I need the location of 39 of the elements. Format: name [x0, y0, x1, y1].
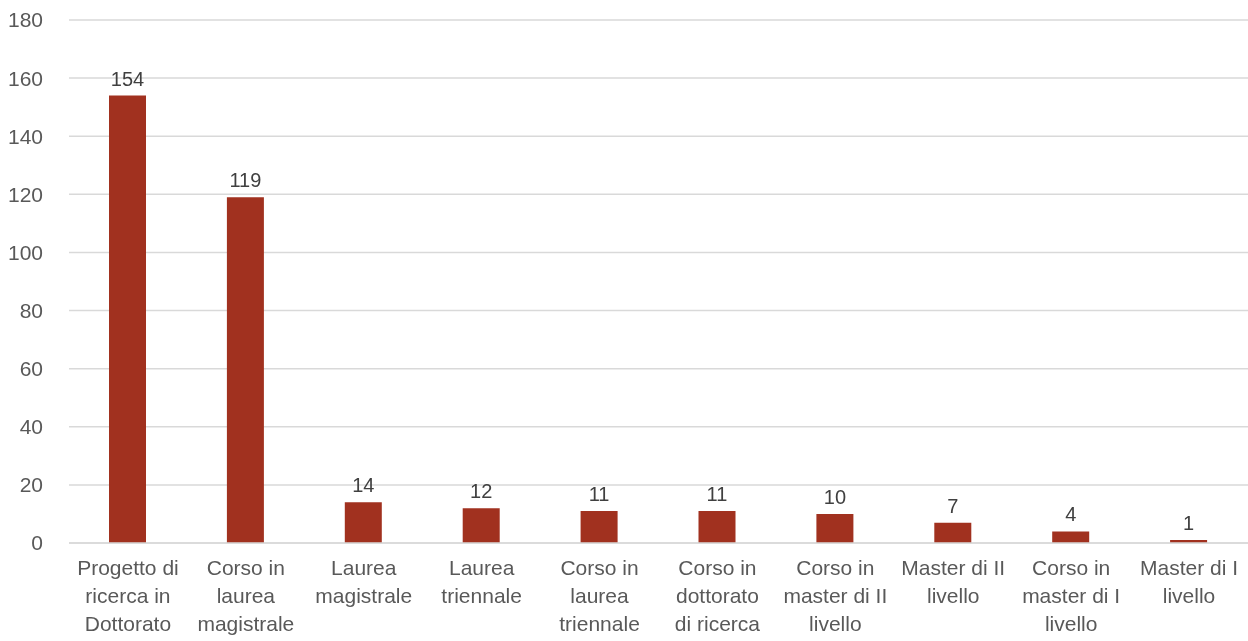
data-label: 4	[1065, 503, 1077, 526]
y-tick-label: 140	[7, 124, 43, 148]
data-label: 11	[588, 483, 610, 506]
bar	[934, 522, 972, 543]
data-label: 154	[110, 67, 145, 90]
bar	[462, 508, 500, 543]
x-tick-label: Corso in laurea magistrale	[197, 556, 295, 635]
bar	[226, 197, 264, 543]
x-tick-label: Progetto di ricerca in Dottorato	[77, 556, 179, 635]
bar	[816, 513, 854, 543]
x-tick-label: Master di II livello	[901, 556, 1006, 607]
x-tick-label: Corso in master di I livello	[1022, 556, 1121, 635]
data-label: 14	[352, 474, 375, 497]
bar	[698, 511, 736, 543]
bar	[1052, 531, 1090, 543]
y-tick-label: 160	[7, 66, 43, 90]
x-tick-label: Master di I livello	[1140, 556, 1239, 607]
y-tick-label: 120	[7, 182, 43, 206]
data-label: 1	[1183, 512, 1195, 535]
y-tick-label: 0	[31, 531, 43, 555]
data-label: 7	[947, 494, 959, 517]
data-label: 12	[470, 480, 493, 503]
data-label: 119	[229, 169, 262, 192]
y-tick-label: 40	[19, 415, 43, 439]
y-tick-label: 180	[7, 8, 43, 32]
data-label: 10	[823, 485, 847, 508]
x-tick-label: Corso in laurea triennale	[559, 556, 640, 635]
bar	[344, 502, 382, 543]
x-tick-label: Laurea magistrale	[315, 556, 413, 607]
data-label: 11	[706, 483, 728, 506]
x-tick-label: Laurea triennale	[441, 556, 522, 607]
y-tick-label: 100	[7, 240, 43, 264]
x-tick-label: Corso in dottorato di ricerca	[674, 556, 761, 635]
y-tick-label: 80	[19, 299, 43, 323]
y-tick-label: 60	[19, 357, 43, 381]
bar	[580, 511, 618, 543]
bar	[109, 95, 146, 543]
x-tick-label: Corso in master di II livello	[783, 556, 888, 635]
y-tick-label: 20	[19, 473, 43, 497]
